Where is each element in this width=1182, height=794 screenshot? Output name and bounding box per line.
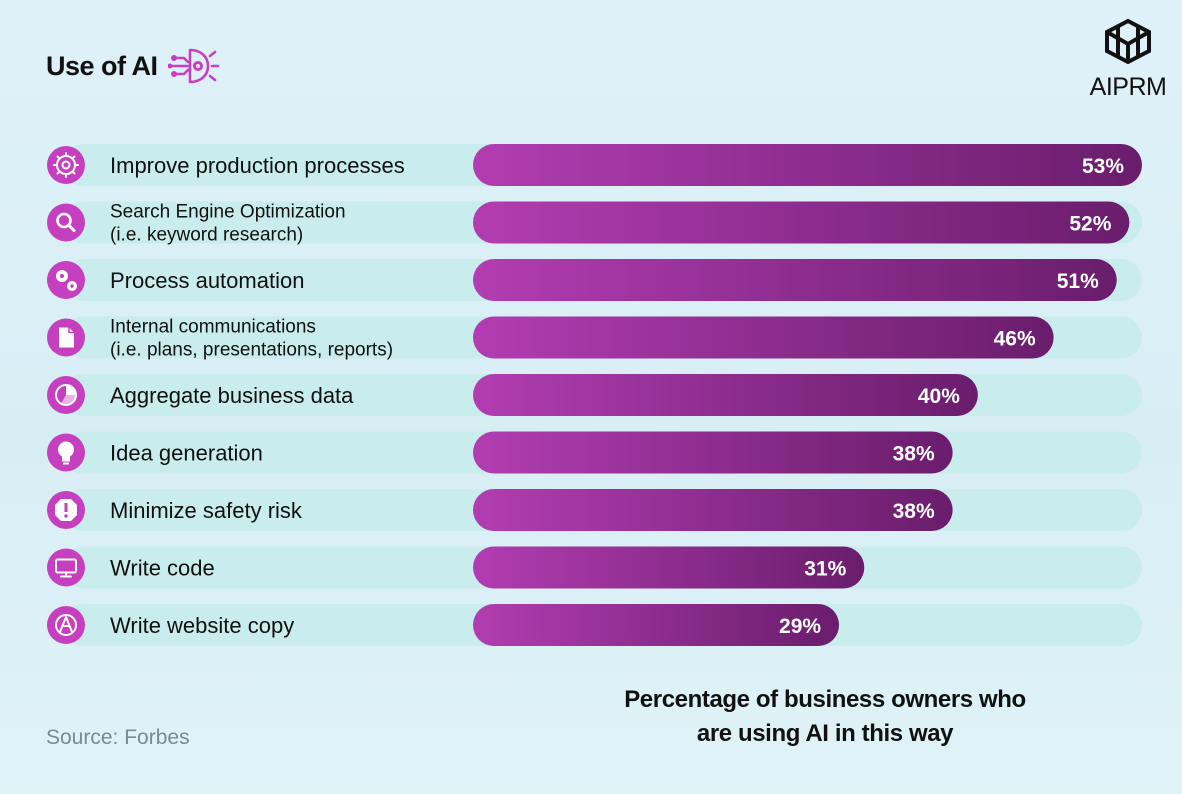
bar-chart: Improve production processes 53% Search En…: [47, 144, 1142, 646]
value-label: 38%: [893, 443, 935, 466]
pen-icon: [47, 606, 85, 644]
category-label: Write website copy: [110, 613, 294, 638]
caption-line-2: are using AI in this way: [696, 720, 954, 747]
brand-logo: AIPRM: [1085, 18, 1171, 102]
bar: [473, 489, 953, 531]
bar-row: Write code 31%: [47, 546, 1142, 589]
ai-circuit-icon: [167, 48, 219, 84]
caption-line-1: Percentage of business owners who: [624, 686, 1026, 713]
value-label: 53%: [1082, 155, 1124, 178]
value-label: 46%: [994, 328, 1036, 351]
bar-row: Aggregate business data 40%: [47, 374, 1142, 416]
bar: [473, 431, 953, 474]
bar-row: Write website copy 29%: [47, 604, 1142, 646]
bar-row: Search Engine Optimization (i.e. keyword …: [47, 201, 1142, 246]
bar: [473, 201, 1130, 244]
bar-row: Process automation 51%: [47, 259, 1142, 301]
brand-name: AIPRM: [1089, 73, 1167, 101]
bar: [473, 604, 840, 646]
bar: [473, 374, 978, 416]
category-label: Minimize safety risk: [110, 498, 303, 523]
value-label: 52%: [1069, 213, 1111, 236]
lightbulb-icon: [47, 433, 85, 472]
search-icon: [47, 203, 85, 242]
value-label: 29%: [779, 615, 821, 638]
bar: [473, 259, 1117, 301]
source-note: Source: Forbes: [46, 726, 190, 749]
bar: [473, 316, 1054, 359]
category-label: Write code: [110, 556, 215, 581]
title-row: Use of AI: [46, 44, 220, 88]
gears-icon: [47, 261, 85, 299]
gear-icon: [47, 146, 85, 184]
alert-icon: [47, 491, 85, 529]
bar-row: Minimize safety risk 38%: [47, 489, 1142, 531]
category-label: Internal communications (i.e. plans, pres…: [110, 317, 393, 361]
bar-row: Idea generation 38%: [47, 431, 1142, 474]
value-label: 51%: [1057, 270, 1099, 293]
category-label: Search Engine Optimization (i.e. keyword …: [110, 202, 346, 246]
document-icon: [47, 318, 85, 357]
bar: [473, 144, 1142, 186]
category-label: Aggregate business data: [110, 383, 354, 408]
category-label: Process automation: [110, 268, 304, 293]
value-label: 31%: [804, 558, 846, 581]
pie-chart-icon: [47, 376, 85, 414]
bar-row: Improve production processes 53%: [47, 144, 1142, 186]
category-label: Improve production processes: [110, 153, 405, 178]
value-label: 38%: [893, 500, 935, 523]
monitor-icon: [47, 548, 85, 587]
bar: [473, 546, 865, 589]
category-label: Idea generation: [110, 441, 263, 466]
value-label: 40%: [918, 385, 960, 408]
page-title: Use of AI: [46, 50, 158, 81]
bar-row: Internal communications (i.e. plans, pres…: [47, 316, 1142, 361]
aiprm-logo-icon: [1105, 18, 1151, 65]
chart-caption: Percentage of business owners who are us…: [560, 683, 1090, 751]
